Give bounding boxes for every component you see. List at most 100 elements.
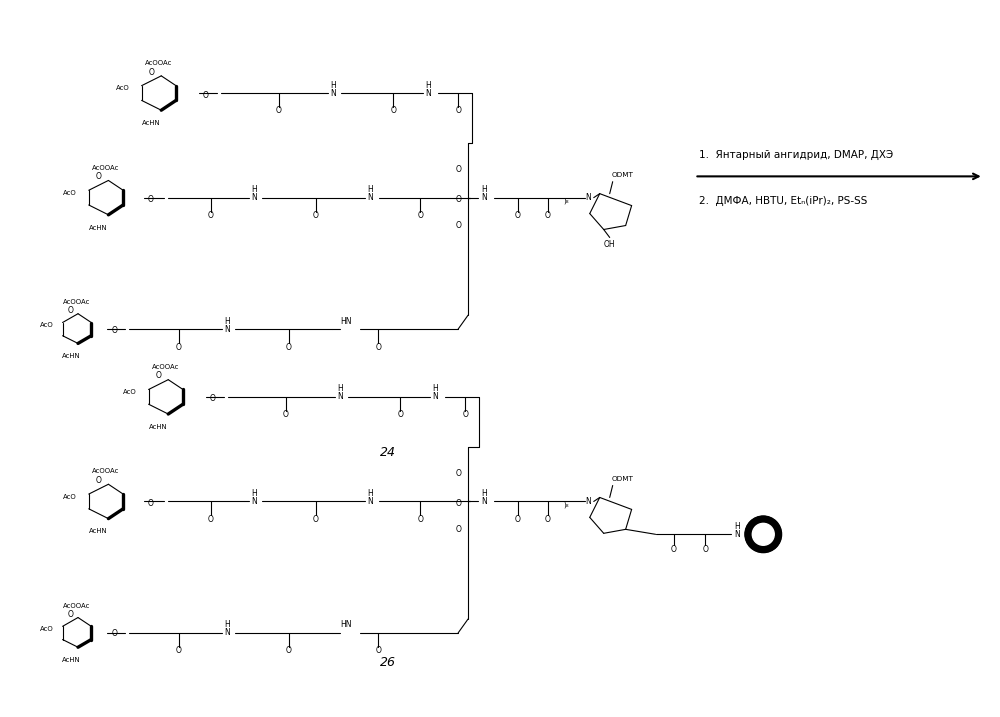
- Text: O: O: [390, 106, 396, 115]
- Text: AcO: AcO: [63, 493, 76, 500]
- Text: AcHN: AcHN: [89, 224, 108, 231]
- Text: O: O: [397, 410, 403, 419]
- Text: O: O: [313, 211, 318, 220]
- Text: AcHN: AcHN: [62, 657, 81, 663]
- Text: H: H: [481, 185, 487, 194]
- Text: O: O: [208, 515, 214, 524]
- Text: O: O: [375, 343, 381, 351]
- Text: O: O: [111, 630, 117, 638]
- Text: H: H: [367, 489, 373, 498]
- Text: H: H: [251, 489, 257, 498]
- Text: AcOOAc: AcOOAc: [63, 603, 91, 609]
- Text: AcO: AcO: [116, 85, 129, 91]
- Text: O: O: [208, 211, 214, 220]
- Text: )₈: )₈: [563, 197, 569, 204]
- Text: N: N: [251, 193, 257, 202]
- Text: N: N: [585, 497, 591, 506]
- Text: N: N: [425, 88, 431, 98]
- Text: O: O: [417, 515, 423, 524]
- Text: 24: 24: [380, 446, 396, 460]
- Text: O: O: [155, 371, 161, 381]
- Text: O: O: [455, 499, 461, 508]
- Text: 1.  Янтарный ангидрид, DMAP, ДХЭ: 1. Янтарный ангидрид, DMAP, ДХЭ: [699, 150, 894, 160]
- Text: O: O: [96, 172, 102, 181]
- Text: O: O: [67, 306, 73, 315]
- Text: O: O: [96, 476, 102, 485]
- Text: O: O: [176, 646, 182, 655]
- Text: N: N: [432, 392, 438, 402]
- Text: N: N: [224, 325, 230, 333]
- Text: ODMT: ODMT: [612, 171, 634, 178]
- Text: AcO: AcO: [40, 625, 54, 632]
- Text: H: H: [251, 185, 257, 194]
- Text: O: O: [283, 410, 289, 419]
- Text: AcOOAc: AcOOAc: [92, 165, 120, 171]
- Text: N: N: [481, 193, 487, 202]
- Text: H: H: [224, 620, 230, 630]
- Text: N: N: [331, 88, 336, 98]
- Text: O: O: [176, 343, 182, 351]
- Text: N: N: [585, 193, 591, 202]
- Text: HN: HN: [341, 317, 352, 326]
- Text: H: H: [331, 80, 336, 90]
- Text: O: O: [455, 221, 461, 230]
- Text: O: O: [210, 394, 216, 404]
- Text: AcHN: AcHN: [62, 353, 81, 359]
- Text: O: O: [203, 90, 209, 100]
- Text: O: O: [455, 165, 461, 174]
- Text: H: H: [425, 80, 431, 90]
- Text: N: N: [251, 497, 257, 506]
- Text: AcHN: AcHN: [142, 120, 161, 126]
- Text: H: H: [224, 317, 230, 326]
- Text: H: H: [734, 522, 740, 531]
- Text: AcHN: AcHN: [149, 424, 168, 430]
- Circle shape: [752, 523, 774, 545]
- Text: O: O: [313, 515, 318, 524]
- Text: AcOOAc: AcOOAc: [92, 468, 120, 475]
- Text: N: N: [734, 530, 740, 538]
- Text: H: H: [338, 384, 343, 394]
- Text: H: H: [367, 185, 373, 194]
- Text: O: O: [276, 106, 282, 115]
- Text: N: N: [367, 497, 373, 506]
- Text: N: N: [224, 628, 230, 637]
- Text: O: O: [515, 211, 521, 220]
- Text: AcOOAc: AcOOAc: [152, 364, 179, 370]
- Text: OH: OH: [604, 240, 616, 249]
- Text: )₈: )₈: [563, 501, 569, 508]
- Text: O: O: [455, 525, 461, 534]
- Text: O: O: [515, 515, 521, 524]
- Text: N: N: [367, 193, 373, 202]
- Text: O: O: [455, 195, 461, 204]
- Text: O: O: [148, 499, 154, 508]
- Text: AcOOAc: AcOOAc: [63, 299, 91, 305]
- Text: O: O: [148, 67, 154, 77]
- Text: O: O: [671, 545, 676, 554]
- Text: H: H: [432, 384, 438, 394]
- Text: O: O: [148, 195, 154, 204]
- Text: O: O: [67, 609, 73, 619]
- Text: AcO: AcO: [63, 190, 76, 196]
- Text: O: O: [286, 343, 292, 351]
- Text: O: O: [462, 410, 468, 419]
- Text: O: O: [375, 646, 381, 655]
- Text: H: H: [481, 489, 487, 498]
- Text: O: O: [455, 106, 461, 115]
- Text: O: O: [455, 469, 461, 478]
- Text: N: N: [338, 392, 343, 402]
- Text: N: N: [481, 497, 487, 506]
- Text: O: O: [286, 646, 292, 655]
- Text: O: O: [111, 326, 117, 335]
- Text: 26: 26: [380, 655, 396, 668]
- Text: AcOOAc: AcOOAc: [145, 60, 172, 66]
- Text: AcHN: AcHN: [89, 528, 108, 534]
- Text: O: O: [417, 211, 423, 220]
- Text: AcO: AcO: [123, 389, 136, 395]
- Text: O: O: [702, 545, 708, 554]
- Text: ODMT: ODMT: [612, 475, 634, 482]
- Text: O: O: [545, 515, 551, 524]
- Text: O: O: [545, 211, 551, 220]
- Circle shape: [745, 516, 781, 552]
- Text: 2.  ДМФА, HBTU, Etₙ(iPr)₂, PS-SS: 2. ДМФА, HBTU, Etₙ(iPr)₂, PS-SS: [699, 196, 868, 206]
- Text: HN: HN: [341, 620, 352, 630]
